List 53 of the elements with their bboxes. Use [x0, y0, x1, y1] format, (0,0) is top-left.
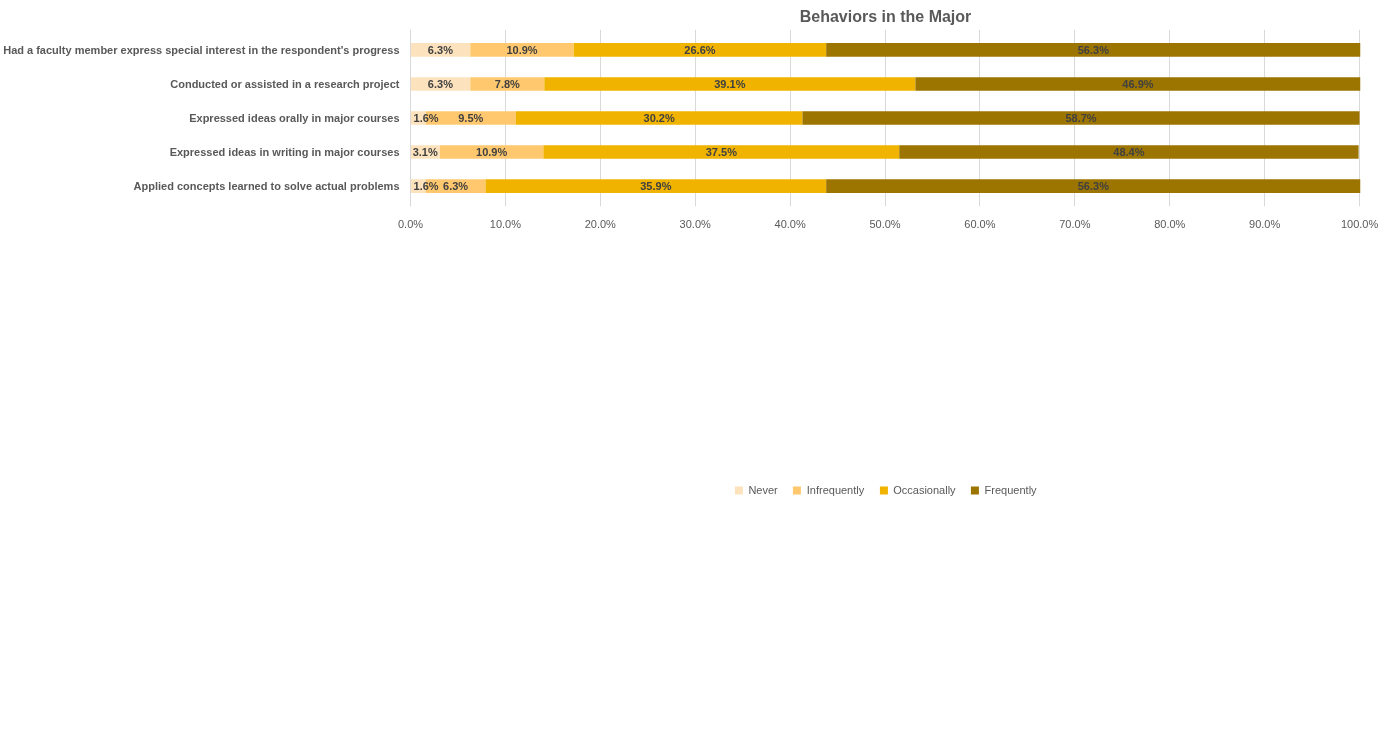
bar	[802, 111, 1360, 125]
data-label: 39.1%	[714, 77, 746, 90]
data-label: 3.1%	[412, 146, 438, 159]
bar	[826, 179, 1361, 193]
y-tick-label: Expressed ideas orally in major courses	[189, 112, 400, 124]
x-tick-label: 80.0%	[1154, 217, 1186, 230]
x-tick-label: 10.0%	[489, 217, 522, 230]
data-label: 9.5%	[458, 112, 484, 124]
bar	[899, 145, 1359, 159]
data-label: 56.3%	[1077, 180, 1110, 193]
bar	[915, 77, 1361, 91]
legend-label: Occasionally	[893, 484, 956, 496]
data-label: 46.9%	[1122, 77, 1154, 90]
data-label: 6.3%	[427, 77, 454, 90]
data-label: 30.2%	[643, 112, 675, 124]
bar	[485, 179, 827, 193]
data-label: 6.3%	[443, 180, 469, 193]
data-label: 37.5%	[705, 146, 738, 159]
x-tick-label: 100.0%	[1340, 217, 1379, 230]
y-tick-label: Conducted or assisted in a research project	[170, 77, 400, 90]
bar	[543, 145, 900, 159]
x-tick-label: 60.0%	[964, 217, 996, 230]
y-tick-label: Expressed ideas in writing in major courses	[169, 146, 400, 159]
chart-title: Behaviors in the Major	[799, 7, 972, 25]
data-label: 26.6%	[684, 43, 716, 56]
x-tick-label: 20.0%	[584, 217, 617, 230]
data-label: 48.4%	[1113, 146, 1145, 159]
data-label: 1.6%	[413, 180, 439, 193]
data-label: 35.9%	[640, 180, 672, 193]
data-label: 56.3%	[1077, 43, 1110, 56]
y-tick-label: Applied concepts learned to solve actual problems	[133, 180, 400, 193]
bar	[470, 43, 574, 57]
legend-label: Frequently	[984, 484, 1037, 496]
x-tick-label: 30.0%	[679, 217, 712, 230]
data-label: 6.3%	[427, 43, 454, 56]
legend-label: Never	[748, 484, 778, 496]
data-label: 7.8%	[494, 77, 521, 90]
legend-label: Infrequently	[806, 484, 865, 496]
data-label: 1.6%	[413, 112, 439, 124]
x-tick-label: 50.0%	[869, 217, 901, 230]
x-tick-label: 90.0%	[1249, 217, 1281, 230]
data-label: 58.7%	[1065, 112, 1097, 124]
bar	[515, 111, 803, 125]
bar	[544, 77, 916, 91]
x-tick-label: 0.0%	[397, 217, 424, 230]
data-label: 10.9%	[506, 43, 538, 56]
y-tick-label: Had a faculty member express special interest in the respondent's progress	[3, 43, 400, 56]
data-label: 10.9%	[476, 146, 508, 159]
x-tick-label: 70.0%	[1059, 217, 1091, 230]
bar	[439, 145, 544, 159]
x-tick-label: 40.0%	[774, 217, 806, 230]
bar	[573, 43, 827, 57]
bar	[826, 43, 1361, 57]
